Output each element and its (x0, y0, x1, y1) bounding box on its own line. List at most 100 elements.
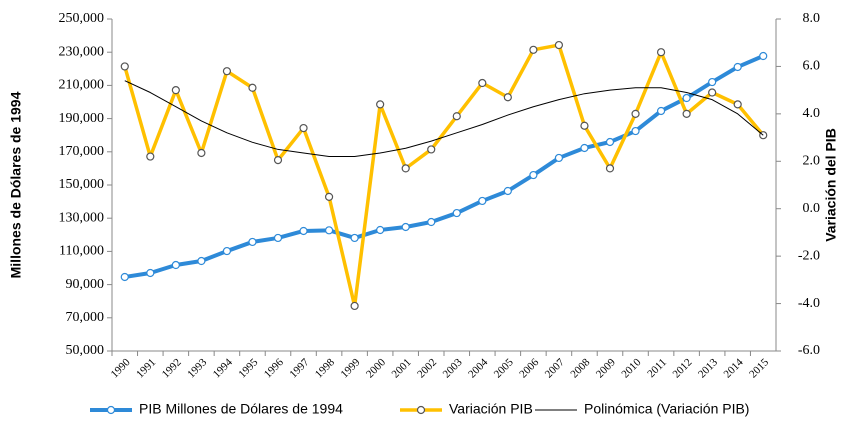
point (350, 233, 359, 243)
point (529, 45, 538, 54)
point (554, 153, 564, 163)
y2-tick-label: 4.0 (803, 106, 821, 121)
y-tick-label: 190,000 (59, 111, 105, 126)
y-tick-label: 170,000 (59, 144, 105, 159)
point (324, 192, 334, 201)
y-tick-label: 110,000 (59, 244, 104, 259)
point (427, 145, 436, 154)
point (146, 152, 155, 161)
series-line (124, 80, 764, 158)
x-tick-label: 2002 (415, 356, 439, 380)
point (197, 148, 206, 158)
x-tick-label: 1992 (160, 356, 184, 380)
y2-tick-label: 6.0 (803, 59, 821, 74)
point (350, 301, 359, 311)
x-tick-label: 2010 (619, 356, 643, 380)
x-tick-label: 2015 (747, 356, 771, 380)
point (452, 112, 461, 121)
point (273, 233, 283, 243)
legend-label: Variación PIB (449, 401, 533, 417)
x-tick-label: 2001 (390, 356, 414, 380)
x-tick-label: 2009 (594, 356, 618, 380)
legend-marker (416, 405, 426, 415)
point (171, 260, 180, 270)
point (656, 48, 666, 57)
point (452, 208, 461, 218)
point (656, 106, 666, 116)
y2-tick-label: -4.0 (798, 296, 820, 311)
point (120, 62, 129, 71)
x-tick-label: 2003 (441, 356, 465, 380)
legend-label: PIB Millones de Dólares de 1994 (139, 401, 343, 417)
y-axis-label: Millones de Dólares de 1994 (8, 91, 24, 278)
x-tick-label: 2004 (466, 356, 490, 380)
y-tick-label: 250,000 (59, 11, 105, 26)
x-tick-label: 1995 (236, 356, 260, 380)
point (580, 143, 589, 153)
series-line (124, 54, 765, 279)
point (529, 170, 538, 180)
y2-tick-label: 8.0 (803, 11, 821, 26)
point (605, 137, 615, 147)
point (478, 78, 487, 88)
point (376, 225, 385, 235)
point (222, 246, 232, 256)
point (682, 109, 691, 118)
x-tick-label: 2011 (645, 356, 669, 380)
point (478, 196, 487, 206)
point (733, 62, 742, 72)
x-tick-label: 2005 (492, 356, 516, 380)
point (401, 222, 410, 232)
point (605, 164, 615, 173)
x-tick-label: 1997 (287, 356, 311, 380)
legend-label: Polinómica (Variación PIB) (584, 401, 749, 417)
series-line (123, 43, 765, 308)
legend-marker (106, 405, 116, 415)
x-tick-label: 1998 (313, 356, 337, 380)
x-tick-label: 2006 (517, 356, 541, 380)
point (248, 237, 257, 247)
x-tick-label: 2014 (722, 356, 746, 380)
point (197, 256, 206, 266)
x-tick-label: 1991 (134, 356, 158, 380)
x-tick-label: 2013 (696, 356, 720, 380)
point (733, 100, 742, 109)
x-tick-label: 1993 (185, 356, 209, 380)
point (248, 83, 257, 92)
y2-tick-label: 2.0 (803, 154, 821, 169)
point (631, 109, 640, 118)
y2-tick-label: 0.0 (803, 201, 821, 216)
y-tick-label: 210,000 (59, 78, 105, 93)
point (401, 164, 410, 173)
y-tick-label: 90,000 (66, 277, 105, 292)
point (222, 67, 232, 76)
point (299, 123, 308, 133)
point (376, 100, 385, 109)
y-tick-label: 130,000 (59, 210, 105, 225)
x-tick-label: 2007 (543, 356, 567, 380)
y-tick-label: 50,000 (66, 343, 105, 358)
y2-tick-label: -6.0 (798, 343, 820, 358)
point (708, 77, 717, 87)
point (503, 186, 512, 196)
x-tick-label: 2000 (364, 356, 388, 380)
y-tick-label: 150,000 (59, 177, 105, 192)
x-tick-label: 2008 (568, 356, 592, 380)
y2-tick-label: -2.0 (798, 248, 820, 263)
y-tick-label: 230,000 (59, 44, 105, 59)
y-tick-label: 70,000 (66, 310, 105, 325)
point (682, 93, 691, 103)
point (708, 88, 717, 97)
point (631, 126, 640, 136)
y2-axis-label: Variación del PIB (823, 128, 839, 242)
point (299, 226, 308, 236)
x-tick-label: 1994 (211, 356, 235, 380)
point (324, 226, 334, 235)
point (759, 51, 768, 61)
x-tick-label: 1990 (109, 356, 133, 380)
point (554, 40, 564, 50)
point (503, 93, 512, 102)
point (120, 272, 129, 282)
